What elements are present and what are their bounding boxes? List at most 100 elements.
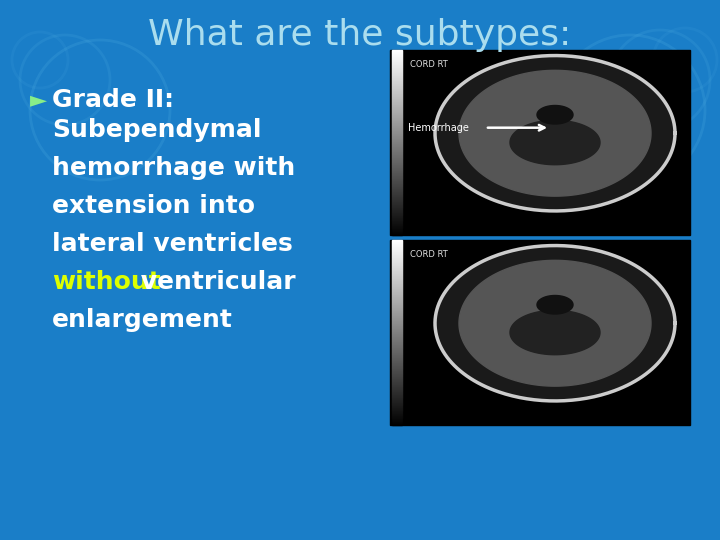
- Bar: [392, 188, 402, 189]
- Bar: [392, 343, 402, 344]
- Bar: [392, 232, 402, 233]
- Bar: [392, 124, 402, 125]
- Bar: [392, 284, 402, 285]
- Bar: [392, 270, 402, 271]
- Bar: [392, 349, 402, 350]
- Bar: [392, 150, 402, 151]
- Bar: [392, 140, 402, 141]
- Bar: [392, 252, 402, 253]
- Bar: [392, 251, 402, 252]
- Bar: [392, 182, 402, 183]
- Text: lateral ventricles: lateral ventricles: [52, 232, 293, 256]
- Bar: [392, 52, 402, 53]
- Bar: [392, 67, 402, 68]
- Bar: [392, 174, 402, 175]
- Bar: [392, 152, 402, 153]
- Bar: [392, 213, 402, 214]
- Bar: [392, 66, 402, 67]
- Bar: [392, 396, 402, 397]
- Bar: [392, 121, 402, 122]
- Bar: [392, 138, 402, 139]
- Bar: [392, 297, 402, 298]
- Bar: [392, 156, 402, 157]
- Bar: [392, 358, 402, 359]
- Bar: [392, 50, 402, 51]
- Bar: [392, 406, 402, 407]
- Bar: [392, 130, 402, 131]
- Bar: [392, 378, 402, 379]
- Bar: [392, 72, 402, 73]
- Bar: [392, 309, 402, 310]
- Bar: [390, 240, 690, 425]
- Bar: [392, 357, 402, 358]
- Bar: [392, 68, 402, 69]
- Bar: [392, 133, 402, 134]
- Bar: [392, 106, 402, 107]
- Bar: [392, 256, 402, 257]
- Bar: [392, 420, 402, 421]
- Bar: [392, 166, 402, 167]
- Bar: [392, 394, 402, 395]
- Bar: [392, 87, 402, 88]
- Bar: [392, 144, 402, 145]
- Bar: [392, 274, 402, 275]
- Bar: [392, 320, 402, 321]
- Bar: [392, 54, 402, 55]
- Bar: [392, 110, 402, 111]
- Bar: [392, 55, 402, 56]
- Bar: [392, 261, 402, 262]
- Bar: [392, 384, 402, 385]
- Bar: [392, 367, 402, 368]
- Bar: [392, 146, 402, 147]
- Bar: [392, 362, 402, 363]
- Bar: [392, 114, 402, 115]
- Bar: [392, 368, 402, 369]
- Bar: [392, 413, 402, 414]
- Bar: [392, 196, 402, 197]
- Bar: [392, 364, 402, 365]
- Bar: [392, 278, 402, 279]
- Bar: [392, 75, 402, 76]
- Bar: [392, 162, 402, 163]
- Polygon shape: [459, 260, 651, 386]
- Bar: [392, 365, 402, 366]
- Bar: [392, 285, 402, 286]
- Bar: [392, 402, 402, 403]
- Bar: [392, 233, 402, 234]
- Text: What are the subtypes:: What are the subtypes:: [148, 18, 572, 52]
- Bar: [392, 132, 402, 133]
- Bar: [392, 215, 402, 216]
- Bar: [392, 205, 402, 206]
- Bar: [392, 208, 402, 209]
- Bar: [392, 65, 402, 66]
- Bar: [392, 117, 402, 118]
- Bar: [392, 134, 402, 135]
- Bar: [392, 191, 402, 192]
- Bar: [392, 69, 402, 70]
- Text: CORD RT: CORD RT: [410, 250, 448, 259]
- Bar: [392, 228, 402, 229]
- Bar: [392, 379, 402, 380]
- Bar: [392, 168, 402, 169]
- Bar: [392, 148, 402, 149]
- Bar: [392, 344, 402, 345]
- Bar: [392, 255, 402, 256]
- Text: Subependymal: Subependymal: [52, 118, 261, 142]
- Bar: [392, 411, 402, 412]
- Bar: [392, 216, 402, 217]
- Bar: [392, 89, 402, 90]
- Bar: [392, 94, 402, 95]
- Bar: [392, 179, 402, 180]
- Bar: [392, 154, 402, 155]
- Bar: [392, 230, 402, 231]
- Bar: [392, 240, 402, 241]
- Bar: [392, 307, 402, 308]
- Bar: [392, 53, 402, 54]
- Bar: [392, 76, 402, 77]
- Bar: [392, 119, 402, 120]
- Bar: [392, 405, 402, 406]
- Bar: [392, 224, 402, 225]
- Bar: [392, 340, 402, 341]
- Bar: [392, 286, 402, 287]
- Bar: [392, 331, 402, 332]
